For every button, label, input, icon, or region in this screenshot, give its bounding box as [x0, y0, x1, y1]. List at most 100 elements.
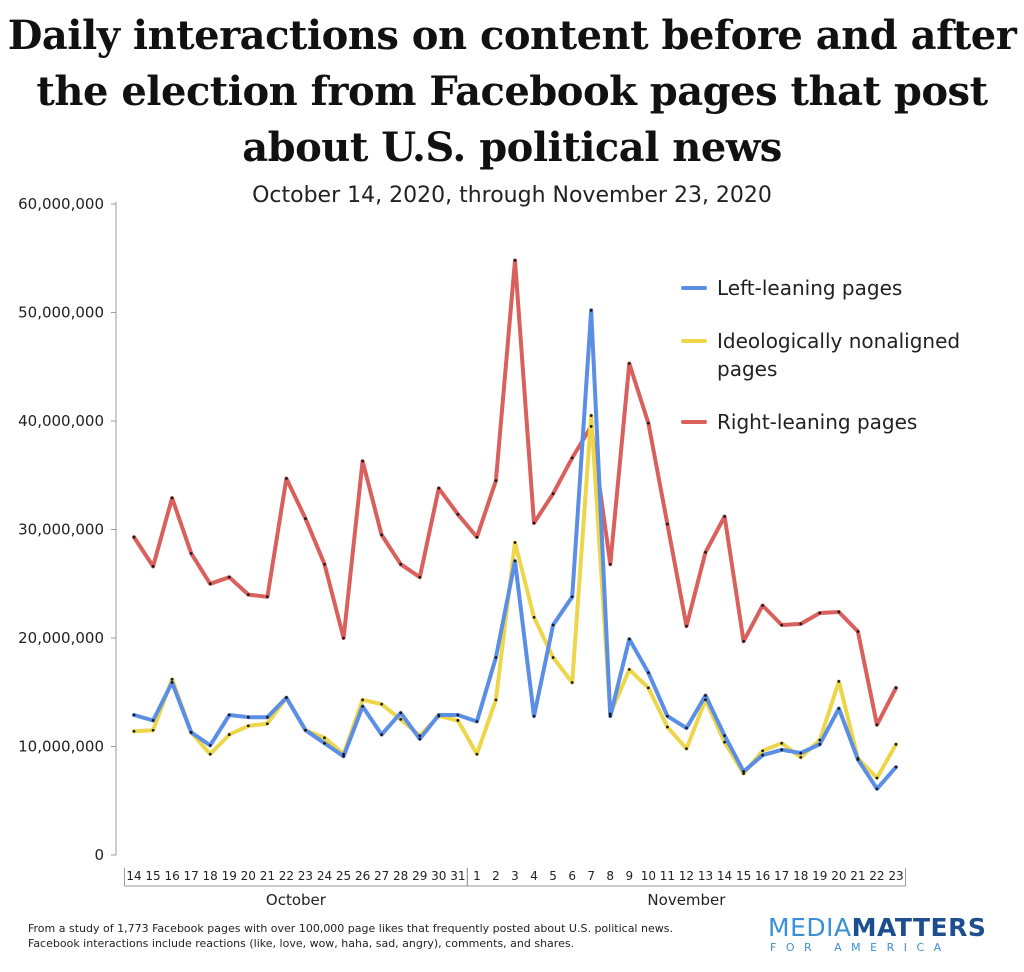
x-tick-label: 15 [145, 869, 160, 883]
data-point [780, 741, 784, 745]
data-point [532, 714, 536, 718]
data-point [513, 559, 517, 563]
data-point [742, 772, 745, 776]
logo-wordmark: MEDIAMATTERS [768, 913, 986, 942]
data-point [456, 512, 460, 516]
chart-subtitle: October 14, 2020, through November 23, 2… [252, 183, 772, 208]
x-tick-label: 1 [473, 869, 481, 883]
data-point [494, 698, 498, 702]
x-tick-label: 22 [279, 869, 294, 883]
y-tick-label: 30,000,000 [18, 521, 104, 539]
x-tick-label: 24 [317, 869, 332, 883]
data-point [361, 704, 364, 708]
data-point [685, 747, 688, 751]
data-point [627, 362, 631, 365]
data-point [456, 719, 460, 722]
data-point [151, 564, 155, 568]
data-point [780, 748, 784, 752]
x-tick-label: 26 [355, 869, 370, 883]
data-point [418, 575, 422, 579]
x-tick-label: 8 [606, 869, 614, 883]
data-point [666, 725, 669, 729]
data-point [818, 611, 822, 615]
x-tick-label: 6 [568, 869, 576, 883]
data-point [856, 630, 860, 633]
y-tick-label: 20,000,000 [18, 629, 104, 647]
data-point [418, 737, 422, 741]
data-point [532, 521, 536, 525]
x-tick-label: 11 [660, 869, 675, 883]
x-tick-label: 2 [492, 869, 500, 883]
logo-media: MEDIA [768, 913, 852, 942]
data-point [799, 755, 803, 759]
data-point [227, 733, 231, 736]
data-point [570, 595, 574, 599]
data-point [170, 677, 174, 681]
data-point [894, 686, 898, 690]
data-point [494, 656, 498, 659]
data-point [246, 724, 250, 728]
x-tick-label: 29 [412, 869, 427, 883]
data-point [685, 624, 688, 628]
data-point [818, 738, 822, 742]
data-point [704, 698, 707, 702]
data-point [227, 713, 231, 717]
footnote-line-2: Facebook interactions include reactions … [28, 937, 575, 950]
x-tick-label: 12 [679, 869, 694, 883]
data-point [361, 698, 364, 702]
x-tick-label: 20 [831, 869, 846, 883]
data-point [265, 595, 269, 599]
data-point [342, 636, 345, 640]
logo-tagline: FOR AMERICA [770, 941, 951, 954]
data-point [646, 421, 650, 425]
x-tick-label: 5 [549, 869, 557, 883]
y-tick-label: 60,000,000 [18, 195, 104, 213]
y-tick-label: 40,000,000 [18, 412, 104, 430]
data-point [208, 582, 212, 586]
data-point [837, 610, 841, 614]
data-point [742, 770, 745, 773]
data-point [304, 517, 307, 521]
data-point [380, 702, 384, 706]
x-tick-label: 15 [736, 869, 751, 883]
chart-title-line-1: Daily interactions on content before and… [7, 12, 1017, 59]
x-tick-label: 17 [184, 869, 199, 883]
data-point [894, 765, 898, 769]
month-label: October [266, 891, 327, 909]
data-point [761, 749, 765, 753]
x-tick-label: 31 [450, 869, 465, 883]
x-tick-label: 23 [298, 869, 313, 883]
series-line-1 [132, 413, 898, 780]
data-point [761, 753, 765, 757]
data-point [285, 696, 288, 700]
x-tick-label: 4 [530, 869, 538, 883]
x-tick-label: 28 [393, 869, 408, 883]
data-point [704, 550, 707, 554]
x-tick-label: 21 [260, 869, 275, 883]
data-point [646, 671, 650, 675]
data-point [380, 733, 384, 736]
data-point [589, 308, 593, 312]
x-tick-label: 16 [164, 869, 179, 883]
data-point [342, 752, 345, 756]
data-point [189, 730, 193, 734]
data-point [837, 680, 841, 683]
data-point [151, 728, 155, 732]
data-point [818, 742, 822, 746]
logo-matters: MATTERS [851, 913, 987, 942]
x-tick-label: 7 [587, 869, 595, 883]
data-point [475, 535, 479, 539]
y-tick-label: 50,000,000 [18, 304, 104, 322]
data-point [875, 787, 879, 791]
x-tick-label: 19 [222, 869, 237, 883]
legend-label-line: pages [717, 357, 777, 381]
data-point [323, 741, 326, 745]
x-tick-label: 22 [869, 869, 884, 883]
x-tick-label: 30 [431, 869, 446, 883]
data-point [132, 535, 136, 539]
legend-label: Right-leaning pages [717, 410, 917, 434]
data-point [551, 623, 555, 627]
data-point [246, 593, 250, 596]
legend-label: Ideologically nonaligned pages [717, 329, 960, 381]
